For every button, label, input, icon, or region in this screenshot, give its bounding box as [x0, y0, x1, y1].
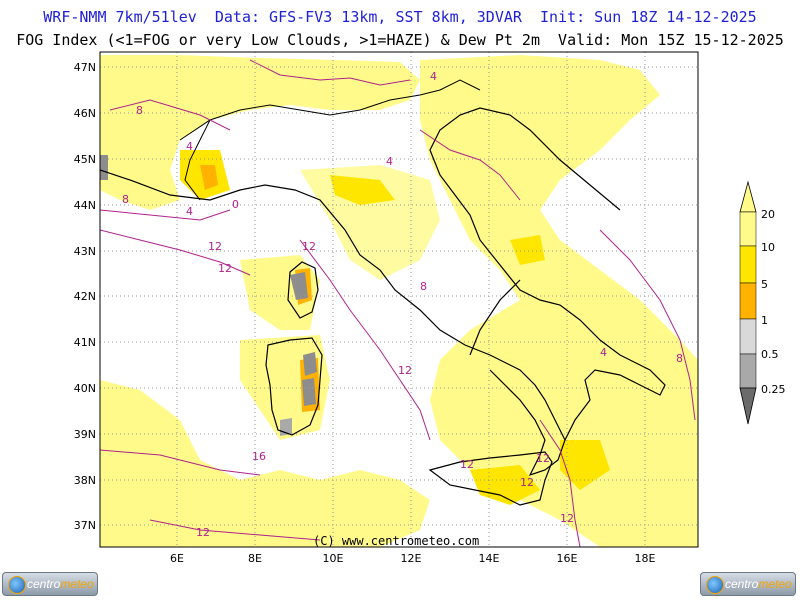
contour-label: 12 — [460, 458, 474, 471]
globe-icon — [8, 576, 26, 594]
logo-text-a: centro — [27, 577, 61, 591]
header-line-1: WRF-NMM 7km/51lev Data: GFS-FV3 13km, SS… — [43, 8, 757, 26]
contour-label: 8 — [420, 280, 427, 293]
coastlines — [100, 107, 666, 506]
contour-labels: 8 4 0 4 4 12 12 12 12 16 12 12 8 4 8 12 … — [122, 70, 683, 539]
legend-swatch — [739, 245, 757, 284]
legend-swatch — [739, 211, 757, 247]
contour-label: 12 — [218, 262, 232, 275]
lat-label: 41N — [74, 336, 96, 349]
lat-label: 44N — [74, 199, 96, 212]
lon-label: 8E — [248, 552, 262, 565]
contour-label: 16 — [252, 450, 266, 463]
contour-label: 8 — [676, 352, 683, 365]
lat-label: 42N — [74, 290, 96, 303]
map-frame — [99, 51, 699, 548]
contour-label: 12 — [208, 240, 222, 253]
header-line-2: FOG Index (<1=FOG or very Low Clouds, >1… — [16, 31, 784, 49]
contour-label: 12 — [398, 364, 412, 377]
contour-label: 4 — [186, 205, 193, 218]
longitude-labels: 6E 8E 10E 12E 14E 16E 18E — [170, 552, 655, 565]
legend-label: 1 — [761, 314, 768, 327]
logo-text-a: centro — [725, 577, 759, 591]
lat-label: 37N — [74, 519, 96, 532]
contour-label: 8 — [122, 193, 129, 206]
contour-label: 12 — [196, 526, 210, 539]
contour-label: 12 — [520, 476, 534, 489]
legend-label: 10 — [761, 241, 775, 254]
lat-label: 39N — [74, 428, 96, 441]
lat-label: 40N — [74, 382, 96, 395]
legend-swatch — [739, 282, 757, 320]
lat-label: 47N — [74, 61, 96, 74]
lat-label: 45N — [74, 153, 96, 166]
legend-swatch — [739, 318, 757, 355]
contour-label: 4 — [386, 155, 393, 168]
legend-bottom-arrow — [739, 387, 757, 425]
contour-label: 4 — [186, 140, 193, 153]
lon-label: 16E — [557, 552, 578, 565]
contour-label: 12 — [536, 452, 550, 465]
centrometeo-logo-right[interactable]: centrometeo — [700, 572, 796, 596]
contour-label: 4 — [430, 70, 437, 83]
lat-label: 38N — [74, 474, 96, 487]
contour-label: 0 — [232, 198, 239, 211]
legend-label: 0.25 — [761, 383, 786, 396]
lon-label: 12E — [401, 552, 422, 565]
legend-colorbar — [739, 180, 757, 425]
country-borders — [179, 79, 481, 201]
legend-label: 20 — [761, 208, 775, 221]
lon-label: 14E — [479, 552, 500, 565]
contour-label: 12 — [302, 240, 316, 253]
globe-icon — [706, 576, 724, 594]
logo-text-b: meteo — [60, 577, 94, 591]
legend-label: 5 — [761, 278, 768, 291]
lon-label: 6E — [170, 552, 184, 565]
centrometeo-logo-left[interactable]: centrometeo — [2, 572, 98, 596]
legend-labels: 20 10 5 1 0.5 0.25 — [761, 208, 786, 396]
map-copyright: (C) www.centrometeo.com — [313, 534, 480, 548]
latitude-labels: 47N 46N 45N 44N 43N 42N 41N 40N 39N 38N … — [74, 61, 96, 532]
grid-lines — [100, 52, 698, 547]
contour-label: 12 — [560, 512, 574, 525]
legend-label: 0.5 — [761, 348, 779, 361]
lat-label: 46N — [74, 107, 96, 120]
contour-label: 8 — [136, 104, 143, 117]
legend-swatch — [739, 353, 757, 389]
contour-label: 4 — [600, 346, 607, 359]
lon-label: 18E — [635, 552, 656, 565]
legend-top-arrow — [739, 180, 757, 213]
lat-label: 43N — [74, 245, 96, 258]
lon-label: 10E — [323, 552, 344, 565]
logo-text-b: meteo — [758, 577, 792, 591]
dew-point-contours — [100, 59, 696, 547]
